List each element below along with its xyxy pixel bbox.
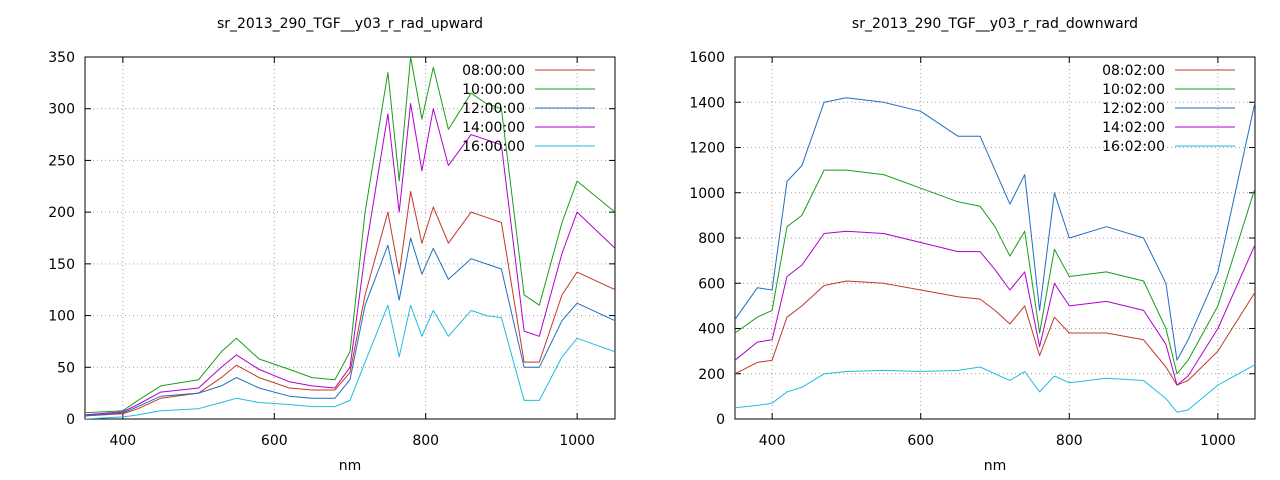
y-tick-label: 50	[57, 360, 75, 376]
y-tick-label: 0	[66, 412, 75, 428]
series-line-2	[85, 57, 615, 414]
legend-label: 12:02:00	[1102, 101, 1165, 117]
chart-title: sr_2013_290_TGF__y03_r_rad_downward	[852, 16, 1138, 32]
legend-label: 16:00:00	[462, 139, 525, 155]
legend-label: 12:00:00	[462, 101, 525, 117]
y-tick-label: 200	[48, 205, 75, 221]
x-tick-label: 600	[261, 433, 288, 449]
series-line-5	[85, 304, 615, 419]
chart-panel-1: 400 600 800 1000 0 50 100 150 200 250 300 350 sr_201…	[48, 16, 616, 474]
x-tick-label: 400	[759, 433, 786, 449]
x-axis-label: nm	[984, 458, 1007, 474]
series-line-4	[85, 103, 615, 416]
y-tick-label: 600	[698, 276, 725, 292]
legend-label: 08:00:00	[462, 63, 525, 79]
y-tick-label: 400	[698, 322, 725, 338]
x-tick-label: 1000	[1200, 433, 1236, 449]
y-tick-label: 250	[48, 153, 75, 169]
legend-label: 10:00:00	[462, 82, 525, 98]
x-tick-label: 800	[412, 433, 439, 449]
series-line-1	[85, 191, 615, 417]
y-tick-label: 1600	[689, 50, 725, 66]
legend-label: 14:00:00	[462, 120, 525, 136]
series-line-1	[735, 280, 1255, 386]
y-tick-label: 800	[698, 231, 725, 247]
x-tick-label: 800	[1056, 433, 1083, 449]
y-tick-label: 150	[48, 257, 75, 273]
x-tick-label: 600	[907, 433, 934, 449]
y-tick-label: 1400	[689, 95, 725, 111]
x-tick-label: 400	[109, 433, 136, 449]
legend-label: 14:02:00	[1102, 120, 1165, 136]
legend-label: 10:02:00	[1102, 82, 1165, 98]
legend-label: 08:02:00	[1102, 63, 1165, 79]
series-line-3	[735, 97, 1255, 361]
series-line-4	[735, 230, 1255, 386]
legend-label: 16:02:00	[1102, 139, 1165, 155]
series-line-5	[735, 364, 1255, 413]
x-axis-label: nm	[339, 458, 362, 474]
y-tick-label: 100	[48, 309, 75, 325]
x-tick-label: 1000	[559, 433, 595, 449]
chart-panel-2: 400 600 800 1000 0 200 400 600 800 1000 1200 1400 16…	[689, 16, 1256, 474]
y-tick-label: 1200	[689, 141, 725, 157]
y-tick-label: 300	[48, 102, 75, 118]
plot-frame	[84, 56, 616, 420]
chart-title: sr_2013_290_TGF__y03_r_rad_upward	[217, 16, 483, 32]
y-tick-label: 1000	[689, 186, 725, 202]
series-line-3	[85, 237, 615, 417]
y-tick-label: 200	[698, 367, 725, 383]
series-line-2	[735, 169, 1255, 375]
y-tick-label: 0	[716, 412, 725, 428]
y-tick-label: 350	[48, 50, 75, 66]
